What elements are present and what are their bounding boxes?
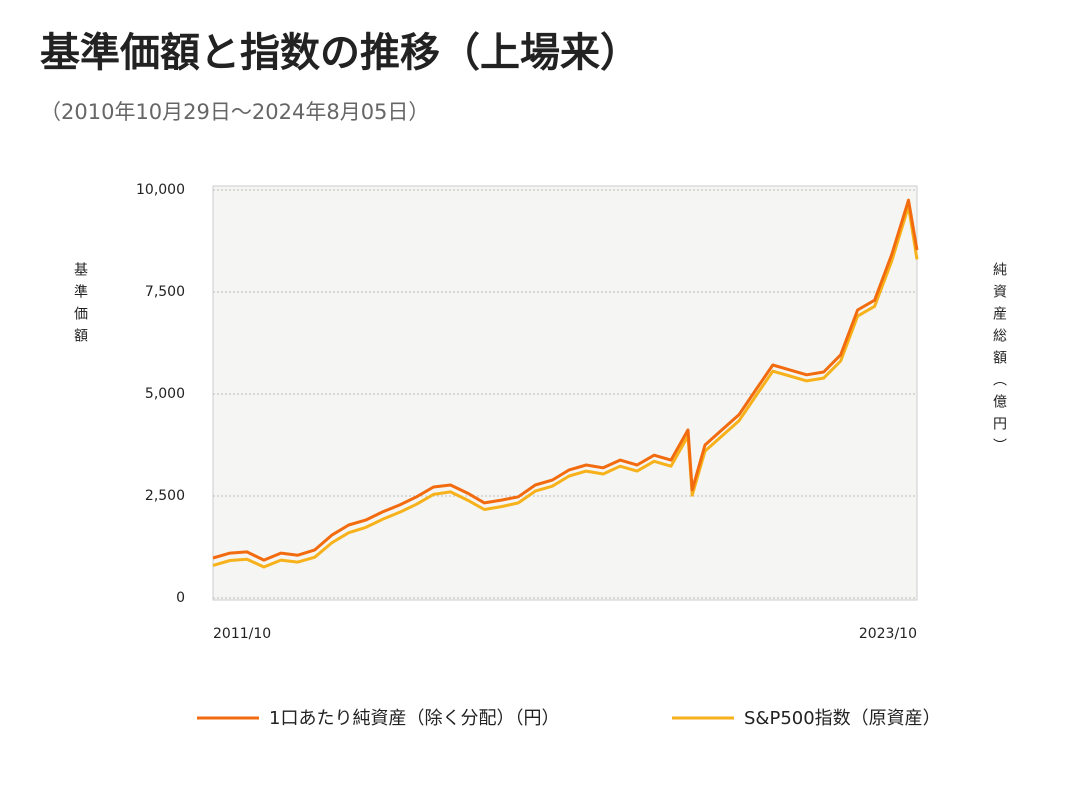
y-tick-label: 7,500 (145, 284, 185, 300)
legend-label: S&P500指数（原資産） (744, 708, 941, 729)
x-tick-label: 2011/10 (213, 626, 271, 642)
chart-subtitle: （2010年10月29日～2024年8月05日） (40, 100, 429, 124)
series-line (212, 198, 919, 562)
y-tick-label: 0 (176, 590, 185, 606)
y2-axis-label: 純資産総額（億円） (991, 262, 1007, 460)
y-tick-label: 2,500 (145, 488, 185, 504)
legend-label: 1口あたり純資産（除く分配）（円） (269, 708, 559, 729)
y-axis-label: 基準価額 (72, 262, 88, 350)
y-tick-label: 5,000 (145, 386, 185, 402)
series-line (212, 204, 919, 569)
plot-area (212, 185, 918, 601)
y-tick-label: 10,000 (136, 182, 185, 198)
x-tick-label: 2023/10 (859, 626, 917, 642)
chart-title: 基準価額と指数の推移（上場来） (40, 30, 640, 76)
